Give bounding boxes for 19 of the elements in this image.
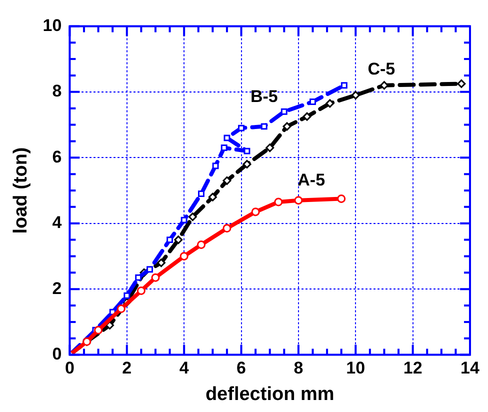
x-tick-label: 14 [460,358,480,378]
y-tick-label: 8 [52,82,62,101]
x-tick-label: 10 [346,358,366,378]
x-tick-label: 4 [179,358,190,378]
x-tick-label: 2 [122,358,132,378]
y-tick-label: 2 [52,278,62,298]
y-tick-label: 10 [42,16,62,35]
x-axis-title: deflection mm [205,384,334,405]
x-tick-label: 6 [236,358,246,378]
x-tick-label: 0 [64,358,74,378]
y-tick-label: 0 [52,344,62,364]
y-tick-label: 6 [52,147,62,166]
series-label: C-5 [368,59,396,78]
x-tick-label: 12 [403,358,422,378]
x-tick-label: 8 [294,358,304,378]
y-axis-title: load (ton) [10,147,32,234]
y-tick-label: 4 [52,213,62,232]
series-label: A-5 [298,170,326,190]
series-label: B-5 [250,87,278,106]
